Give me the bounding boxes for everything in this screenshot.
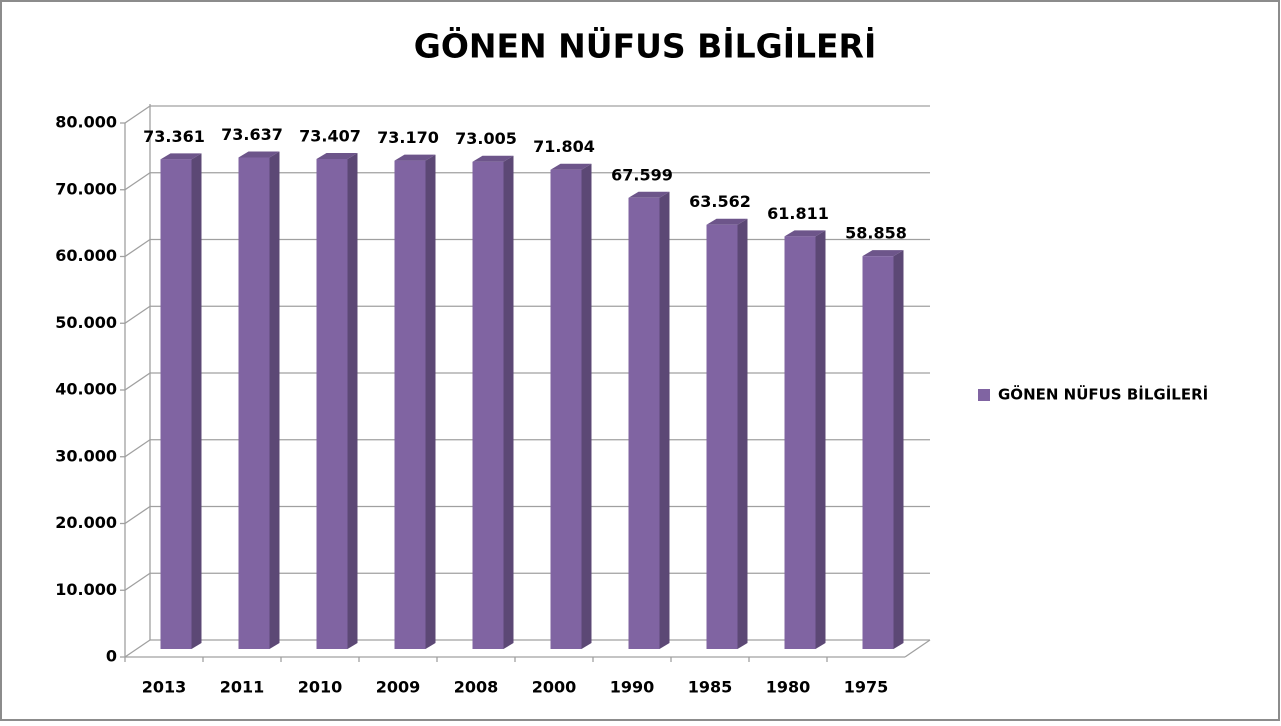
bar — [238, 157, 270, 649]
x-tick-label: 1990 — [610, 678, 655, 697]
bar-top — [784, 230, 826, 237]
data-label: 63.562 — [689, 192, 751, 211]
y-tick-label: 40.000 — [55, 380, 117, 399]
x-tick-label: 2008 — [454, 678, 499, 697]
x-tick-label: 2010 — [298, 678, 343, 697]
chart-title: GÖNEN NÜFUS BİLGİLERİ — [414, 26, 877, 66]
data-label: 61.811 — [767, 204, 829, 223]
grid-line — [124, 305, 151, 324]
bar — [472, 161, 504, 649]
bar-side — [503, 155, 514, 649]
bar — [160, 159, 192, 650]
bar-top — [706, 218, 748, 225]
data-label: 73.005 — [455, 129, 517, 148]
x-tick-label: 2011 — [220, 678, 265, 697]
y-tick-label: 0 — [106, 647, 117, 666]
data-label: 58.858 — [845, 224, 907, 243]
bar-side — [269, 151, 280, 649]
grid-line — [124, 505, 151, 525]
bar-top — [628, 191, 670, 198]
bar — [628, 197, 660, 649]
bar-side — [659, 191, 670, 649]
floor-edge — [904, 639, 931, 658]
y-tick-label: 30.000 — [55, 446, 117, 465]
bar-top — [394, 154, 436, 161]
bar-top — [472, 155, 514, 162]
bar-side — [893, 250, 904, 649]
grid-line — [124, 639, 151, 658]
x-tick-label: 2000 — [532, 678, 577, 697]
bar — [550, 169, 582, 649]
bar — [706, 224, 738, 650]
bar-side — [737, 218, 748, 650]
grid-line — [124, 172, 151, 191]
grid-line — [124, 572, 151, 591]
x-tick-label: 1980 — [766, 678, 811, 697]
bar — [394, 160, 426, 649]
y-tick-label: 10.000 — [55, 580, 117, 599]
bar-top — [862, 250, 904, 257]
data-label: 73.170 — [377, 128, 439, 147]
y-tick-label: 50.000 — [55, 313, 117, 332]
data-label: 73.407 — [299, 127, 361, 146]
bar — [784, 236, 816, 650]
grid-line — [124, 105, 151, 124]
bar-side — [581, 163, 592, 649]
bar-side — [425, 154, 436, 649]
data-label: 73.361 — [143, 127, 205, 146]
bar — [862, 256, 894, 649]
bar-top — [160, 153, 202, 160]
data-label: 67.599 — [611, 165, 673, 184]
legend-label: GÖNEN NÜFUS BİLGİLERİ — [998, 385, 1208, 404]
x-tick-label: 1985 — [688, 678, 733, 697]
bar-top — [238, 151, 280, 158]
x-tick-label: 2013 — [142, 678, 187, 697]
bar-top — [550, 163, 592, 170]
bar-side — [347, 153, 358, 649]
x-tick-label: 2009 — [376, 678, 421, 697]
x-tick-label: 1975 — [844, 678, 889, 697]
legend-swatch — [978, 389, 990, 401]
bar-side — [815, 230, 826, 650]
y-tick-label: 70.000 — [55, 179, 117, 198]
grid-line — [124, 439, 151, 458]
y-tick-label: 20.000 — [55, 513, 117, 532]
grid-line — [124, 372, 151, 391]
bar — [316, 159, 348, 649]
bar-side — [191, 153, 202, 650]
data-label: 73.637 — [221, 125, 283, 144]
data-label: 71.804 — [533, 137, 595, 156]
bar-top — [316, 153, 358, 160]
grid-line — [124, 238, 151, 258]
y-tick-label: 80.000 — [55, 113, 117, 132]
y-tick-label: 60.000 — [55, 246, 117, 265]
